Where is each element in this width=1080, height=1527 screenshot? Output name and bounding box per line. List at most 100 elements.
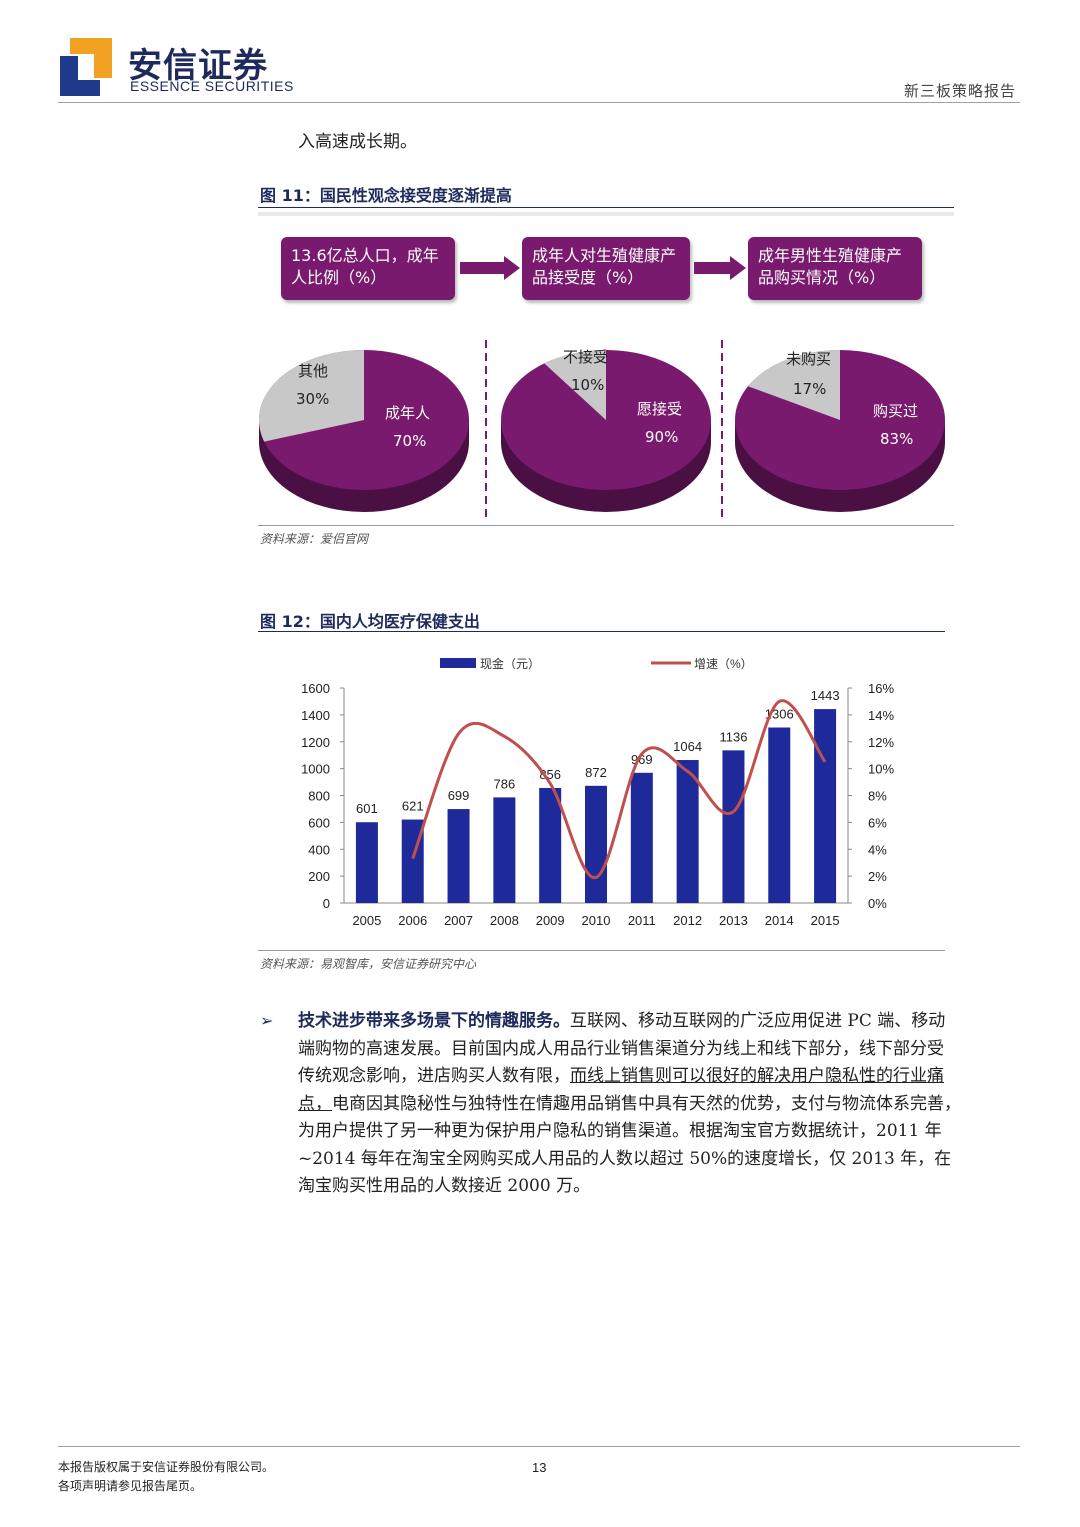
y-tick-label-right: 16% xyxy=(868,681,894,696)
x-tick-label: 2005 xyxy=(352,913,381,928)
expenditure-chart: 现金（元） 增速（%） 0 200 400 600 800 1000 1200 1400 1600 0… xyxy=(301,656,894,928)
x-tick-label: 2013 xyxy=(719,913,748,928)
bullet-marker-icon: ➢ xyxy=(260,1011,274,1030)
legend-bar-label: 现金（元） xyxy=(480,656,540,671)
bar xyxy=(493,797,516,903)
legend-line-label: 增速（%） xyxy=(694,657,753,671)
bar xyxy=(630,772,653,903)
figure12-rule-top xyxy=(258,631,945,632)
pie-slice-other xyxy=(747,350,840,420)
pie1-other-pct: 30% xyxy=(296,390,330,408)
y-tick-label-left: 400 xyxy=(308,842,330,857)
bar-value-label: 621 xyxy=(402,799,424,814)
pie3-main-label: 购买过 xyxy=(873,402,919,420)
y-tick-label-right: 14% xyxy=(868,708,894,723)
footer-divider xyxy=(58,1446,1020,1447)
x-tick-label: 2008 xyxy=(490,913,519,928)
y-tick-label-left: 600 xyxy=(308,815,330,830)
bar-value-label: 872 xyxy=(585,765,607,780)
x-tick-label: 2011 xyxy=(628,913,656,928)
header-divider xyxy=(58,102,1020,103)
flow-box-population: 13.6亿总人口，成年人比例（%） xyxy=(281,237,455,300)
legend-bar-swatch xyxy=(440,658,476,668)
figure11-rule-shadow xyxy=(258,212,954,216)
y-tick-label-right: 8% xyxy=(868,789,887,804)
figure11-source: 资料来源：爱侣官网 xyxy=(260,532,369,546)
y-tick-label-left: 1400 xyxy=(301,708,330,723)
figure12-title: 图 12：国内人均医疗保健支出 xyxy=(260,612,480,631)
report-type-label: 新三板策略报告 xyxy=(903,82,1016,100)
bullet-line: ~2014 每年在淘宝全网购买成人用品的人数以超过 50%的速度增长，仅 201… xyxy=(298,1148,952,1169)
pie-slice-other xyxy=(544,350,606,420)
bullet-underlined-text: 而线上销售则可以很好的解决用户隐私性的行业痛 xyxy=(570,1066,944,1086)
x-tick-label: 2009 xyxy=(536,913,565,928)
pie1-main-label: 成年人 xyxy=(385,404,431,422)
y-tick-label-left: 800 xyxy=(308,789,330,804)
pie2-other-pct: 10% xyxy=(571,376,605,394)
pie2-main-label: 愿接受 xyxy=(637,400,683,418)
bullet-lead: 技术进步带来多场景下的情趣服务。 xyxy=(298,1011,570,1031)
figure12-rule-bottom xyxy=(258,950,945,951)
y-tick-label-right: 0% xyxy=(868,896,887,911)
bar-value-label: 786 xyxy=(494,776,516,791)
page-number: 13 xyxy=(532,1460,547,1475)
pie-charts xyxy=(259,340,945,522)
y-tick-label-left: 1200 xyxy=(301,735,330,750)
y-tick-label-right: 4% xyxy=(868,842,887,857)
pie-slice-other xyxy=(259,350,364,442)
y-tick-label-right: 6% xyxy=(868,815,887,830)
bar-value-label: 856 xyxy=(539,767,561,782)
bullet-underlined-text: 点， xyxy=(298,1093,332,1114)
x-tick-label: 2015 xyxy=(811,913,840,928)
bullet-line: 互联网、移动互联网的广泛应用促进 PC 端、移动 xyxy=(570,1011,946,1031)
y-tick-label-right: 12% xyxy=(868,735,894,750)
x-tick-label: 2010 xyxy=(582,913,611,928)
bar-value-label: 699 xyxy=(448,788,470,803)
pie3-other-pct: 17% xyxy=(793,380,827,398)
bar xyxy=(676,760,699,903)
x-tick-label: 2006 xyxy=(398,913,427,928)
bullet-line: 淘宝购买性用品的人数接近 2000 万。 xyxy=(298,1176,591,1196)
y-tick-label-right: 2% xyxy=(868,869,887,884)
pie1-other-label: 其他 xyxy=(298,362,329,380)
figure11-title: 图 11：国民性观念接受度逐渐提高 xyxy=(260,186,512,205)
footer-disclaimer: 本报告版权属于安信证券股份有限公司。 各项声明请参见报告尾页。 xyxy=(58,1458,274,1496)
bar-value-label: 601 xyxy=(356,801,378,816)
x-tick-label: 2014 xyxy=(765,913,794,928)
y-tick-label-left: 1000 xyxy=(301,762,330,777)
pie2-other-label: 不接受 xyxy=(563,348,609,366)
logo-text-en: ESSENCE SECURITIES xyxy=(130,78,294,94)
bar xyxy=(539,787,562,903)
flow-box-purchase: 成年男性生殖健康产品购买情况（%） xyxy=(748,237,922,300)
bullet-paragraph: 技术进步带来多场景下的情趣服务。互联网、移动互联网的广泛应用促进 PC 端、移动… xyxy=(298,1008,1020,1201)
pie1-main-pct: 70% xyxy=(393,432,427,450)
figure12-source: 资料来源：易观智库，安信证券研究中心 xyxy=(260,957,477,971)
bar-value-label: 1443 xyxy=(811,688,840,703)
figure11-rule-top xyxy=(258,207,954,208)
y-tick-label-left: 200 xyxy=(308,869,330,884)
intro-text: 入高速成长期。 xyxy=(298,132,417,152)
pie3-main-pct: 83% xyxy=(880,430,914,448)
flow-arrow-icon xyxy=(694,256,746,280)
company-logo xyxy=(60,38,112,96)
figure11-rule-bottom xyxy=(258,525,954,526)
bullet-line: 端购物的高速发展。目前国内成人用品行业销售渠道分为线上和线下部分，线下部分受 xyxy=(298,1038,944,1059)
bullet-line: 传统观念影响，进店购买人数有限， xyxy=(298,1066,570,1086)
bar xyxy=(447,809,470,903)
x-tick-label: 2012 xyxy=(673,913,702,928)
footer-line: 本报告版权属于安信证券股份有限公司。 xyxy=(58,1460,275,1474)
pie3-other-label: 未购买 xyxy=(786,350,832,368)
bar-value-label: 1064 xyxy=(673,739,702,754)
y-tick-label-left: 1600 xyxy=(301,681,330,696)
flow-arrow-icon xyxy=(460,256,520,280)
bar xyxy=(355,822,378,903)
bar xyxy=(768,727,791,903)
pie2-main-pct: 90% xyxy=(645,428,679,446)
flow-box-acceptance: 成年人对生殖健康产品接受度（%） xyxy=(522,237,690,300)
bar-value-label: 1136 xyxy=(719,729,747,744)
footer-line: 各项声明请参见报告尾页。 xyxy=(58,1479,203,1493)
bullet-line: 为用户提供了另一种更为保护用户隐私的销售渠道。根据淘宝官方数据统计，2011 年 xyxy=(298,1121,942,1141)
logo-text-cn: 安信证券 xyxy=(128,46,268,86)
bullet-line: 电商因其隐秘性与独特性在情趣用品销售中具有天然的优势，支付与物流体系完善， xyxy=(332,1093,961,1114)
y-tick-label-right: 10% xyxy=(868,762,894,777)
